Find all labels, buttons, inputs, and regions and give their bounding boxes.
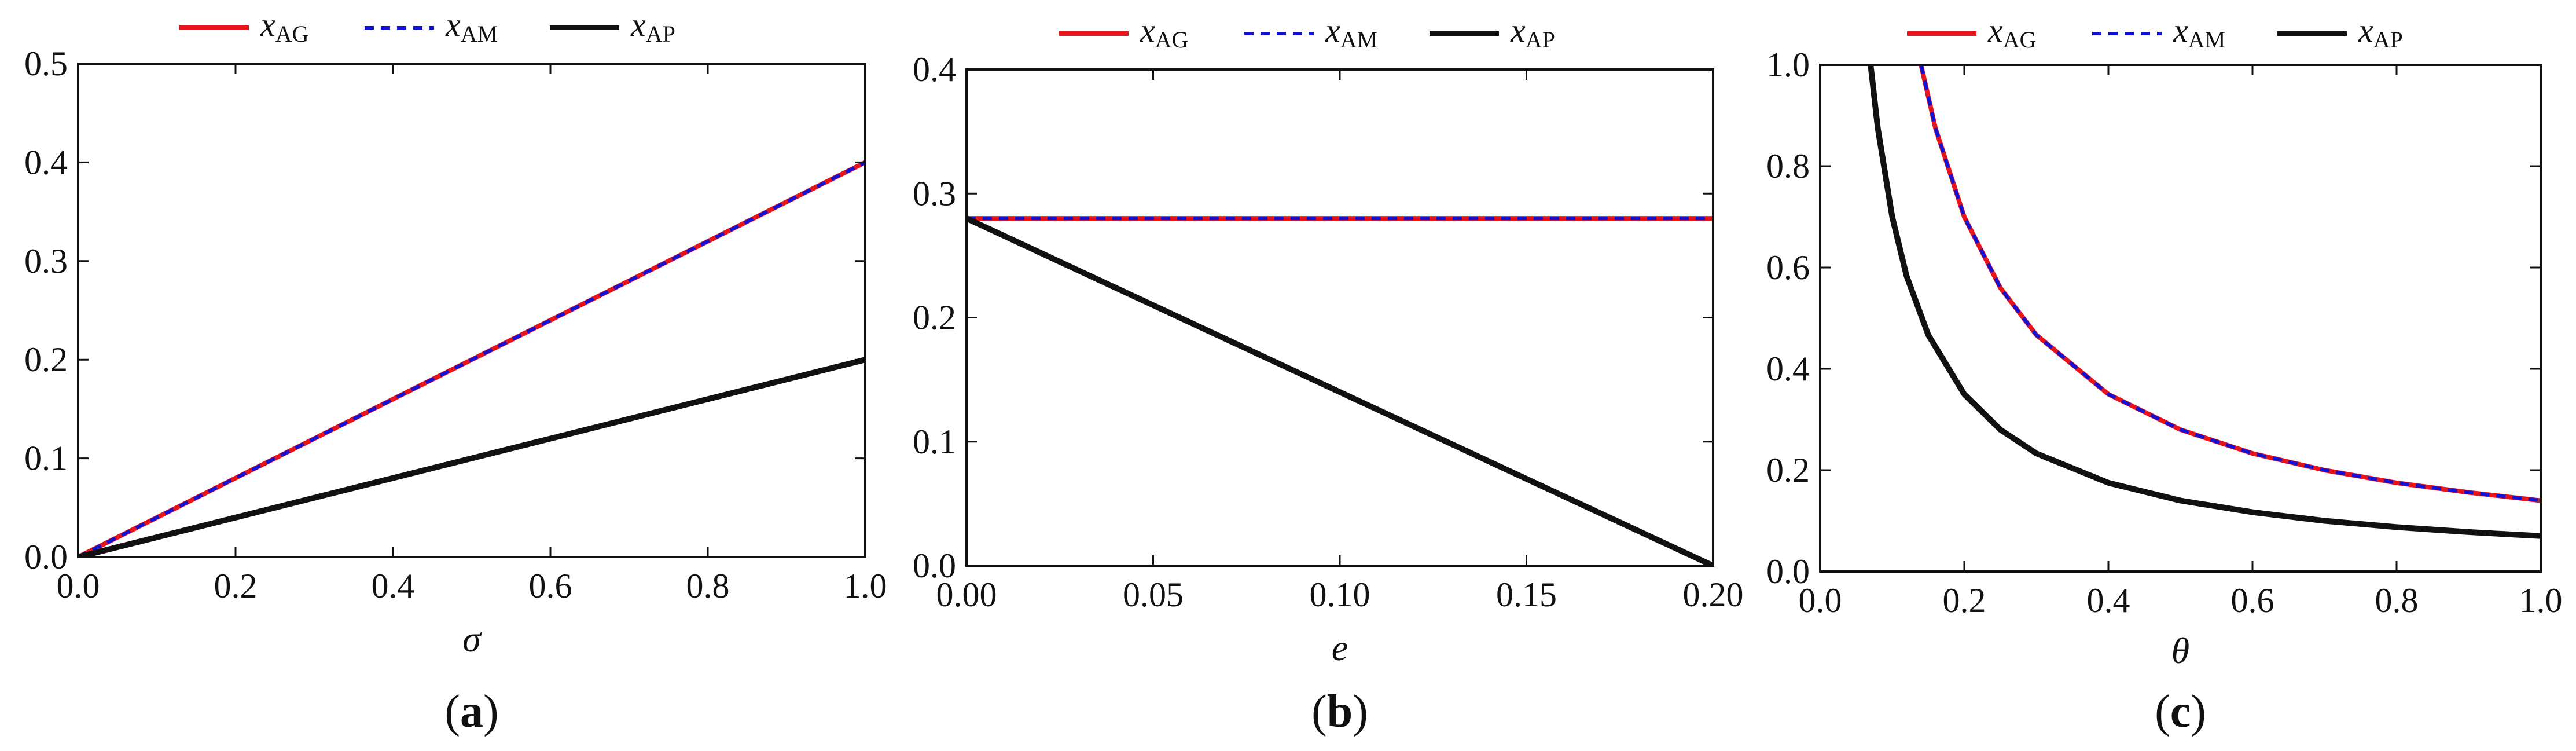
series-line-x-am <box>78 160 865 557</box>
y-tick-label: 0.5 <box>24 45 68 83</box>
legend-label-am: xAM <box>2173 12 2225 53</box>
x-tick-label: 0.10 <box>1310 576 1370 614</box>
y-tick-label: 0.3 <box>913 174 956 213</box>
panel-label: (c) <box>2155 686 2206 737</box>
legend: xAG xAM xAP <box>1907 12 2403 53</box>
x-axis-title: e <box>1332 627 1348 668</box>
series-group <box>78 160 865 557</box>
legend: xAG xAM xAP <box>1059 12 1555 53</box>
y-tick-label: 0.4 <box>24 143 68 181</box>
legend-label-ag: xAG <box>1987 12 2037 53</box>
y-tick-label: 1.0 <box>1766 46 1810 84</box>
panel-a: 0.0 0.2 0.4 0.6 0.8 1.0 0.0 0.1 0.2 0.3 0.4 0.5 σ (a)… <box>24 6 887 737</box>
x-tick-label: 1.0 <box>2519 581 2563 620</box>
x-tick-label: 0.00 <box>936 576 997 614</box>
x-tick-label: 0.0 <box>1799 581 1842 620</box>
series-line-x-ap <box>78 357 865 557</box>
x-tick-label: 0.05 <box>1123 576 1184 614</box>
legend-label-ap: xAP <box>1510 12 1555 53</box>
legend-label-ap: xAP <box>630 6 675 47</box>
x-tick-label: 0.4 <box>2087 581 2130 620</box>
y-tick-label: 0.2 <box>913 299 956 337</box>
y-tick-label: 0.3 <box>24 242 68 280</box>
x-tick-label: 0.6 <box>2231 581 2274 620</box>
series-line-x-ap <box>1868 65 2541 539</box>
x-tick-label: 0.15 <box>1496 576 1557 614</box>
series-line-x-am <box>1919 65 2541 503</box>
legend-label-ag: xAG <box>1140 12 1189 53</box>
plot-frame <box>77 63 866 558</box>
y-tick-label: 0.1 <box>24 439 68 478</box>
legend-label-ag: xAG <box>260 6 309 47</box>
x-tick-label: 0.4 <box>372 567 415 605</box>
x-tick-label: 0.6 <box>529 567 572 605</box>
y-tick-label: 0.0 <box>24 538 68 576</box>
y-tick-label: 0.2 <box>1766 451 1810 489</box>
y-tick-label: 0.8 <box>1766 147 1810 185</box>
x-axis-title: σ <box>462 618 482 660</box>
y-tick-label: 0.1 <box>913 423 956 461</box>
x-tick-label: 0.2 <box>1943 581 1986 620</box>
y-tick-label: 0.6 <box>1766 248 1810 287</box>
panel-c: 0.0 0.2 0.4 0.6 0.8 1.0 0.0 0.2 0.4 0.6 0.8 1.0 θ (c)… <box>1766 12 2563 737</box>
y-tick-label: 0.0 <box>1766 552 1810 591</box>
series-group <box>967 215 1713 566</box>
legend-label-ap: xAP <box>2358 12 2403 53</box>
x-axis-title: θ <box>2171 630 2189 671</box>
series-line-x-ap <box>967 215 1713 566</box>
x-tick-label: 0.20 <box>1683 576 1744 614</box>
x-tick-label: 0.2 <box>214 567 258 605</box>
panel-label: (b) <box>1311 686 1368 737</box>
y-tick-label: 0.4 <box>913 50 956 89</box>
x-tick-label: 0.8 <box>2375 581 2419 620</box>
x-tick-label: 0.8 <box>686 567 730 605</box>
legend: xAG xAM xAP <box>179 6 675 47</box>
panel-b: 0.00 0.05 0.10 0.15 0.20 0.0 0.1 0.2 0.3 0.4 e (b) x… <box>913 12 1744 737</box>
plot-frame <box>965 68 1714 567</box>
y-tick-label: 0.2 <box>24 340 68 379</box>
y-tick-label: 0.0 <box>913 547 956 585</box>
y-tick-label: 0.4 <box>1766 350 1810 388</box>
panel-label: (a) <box>444 686 498 737</box>
legend-label-am: xAM <box>1325 12 1377 53</box>
plot-frame <box>1819 64 2542 573</box>
x-tick-label: 0.0 <box>57 567 100 605</box>
x-tick-label: 1.0 <box>844 567 887 605</box>
legend-label-am: xAM <box>445 6 498 47</box>
series-group <box>1868 65 2541 539</box>
